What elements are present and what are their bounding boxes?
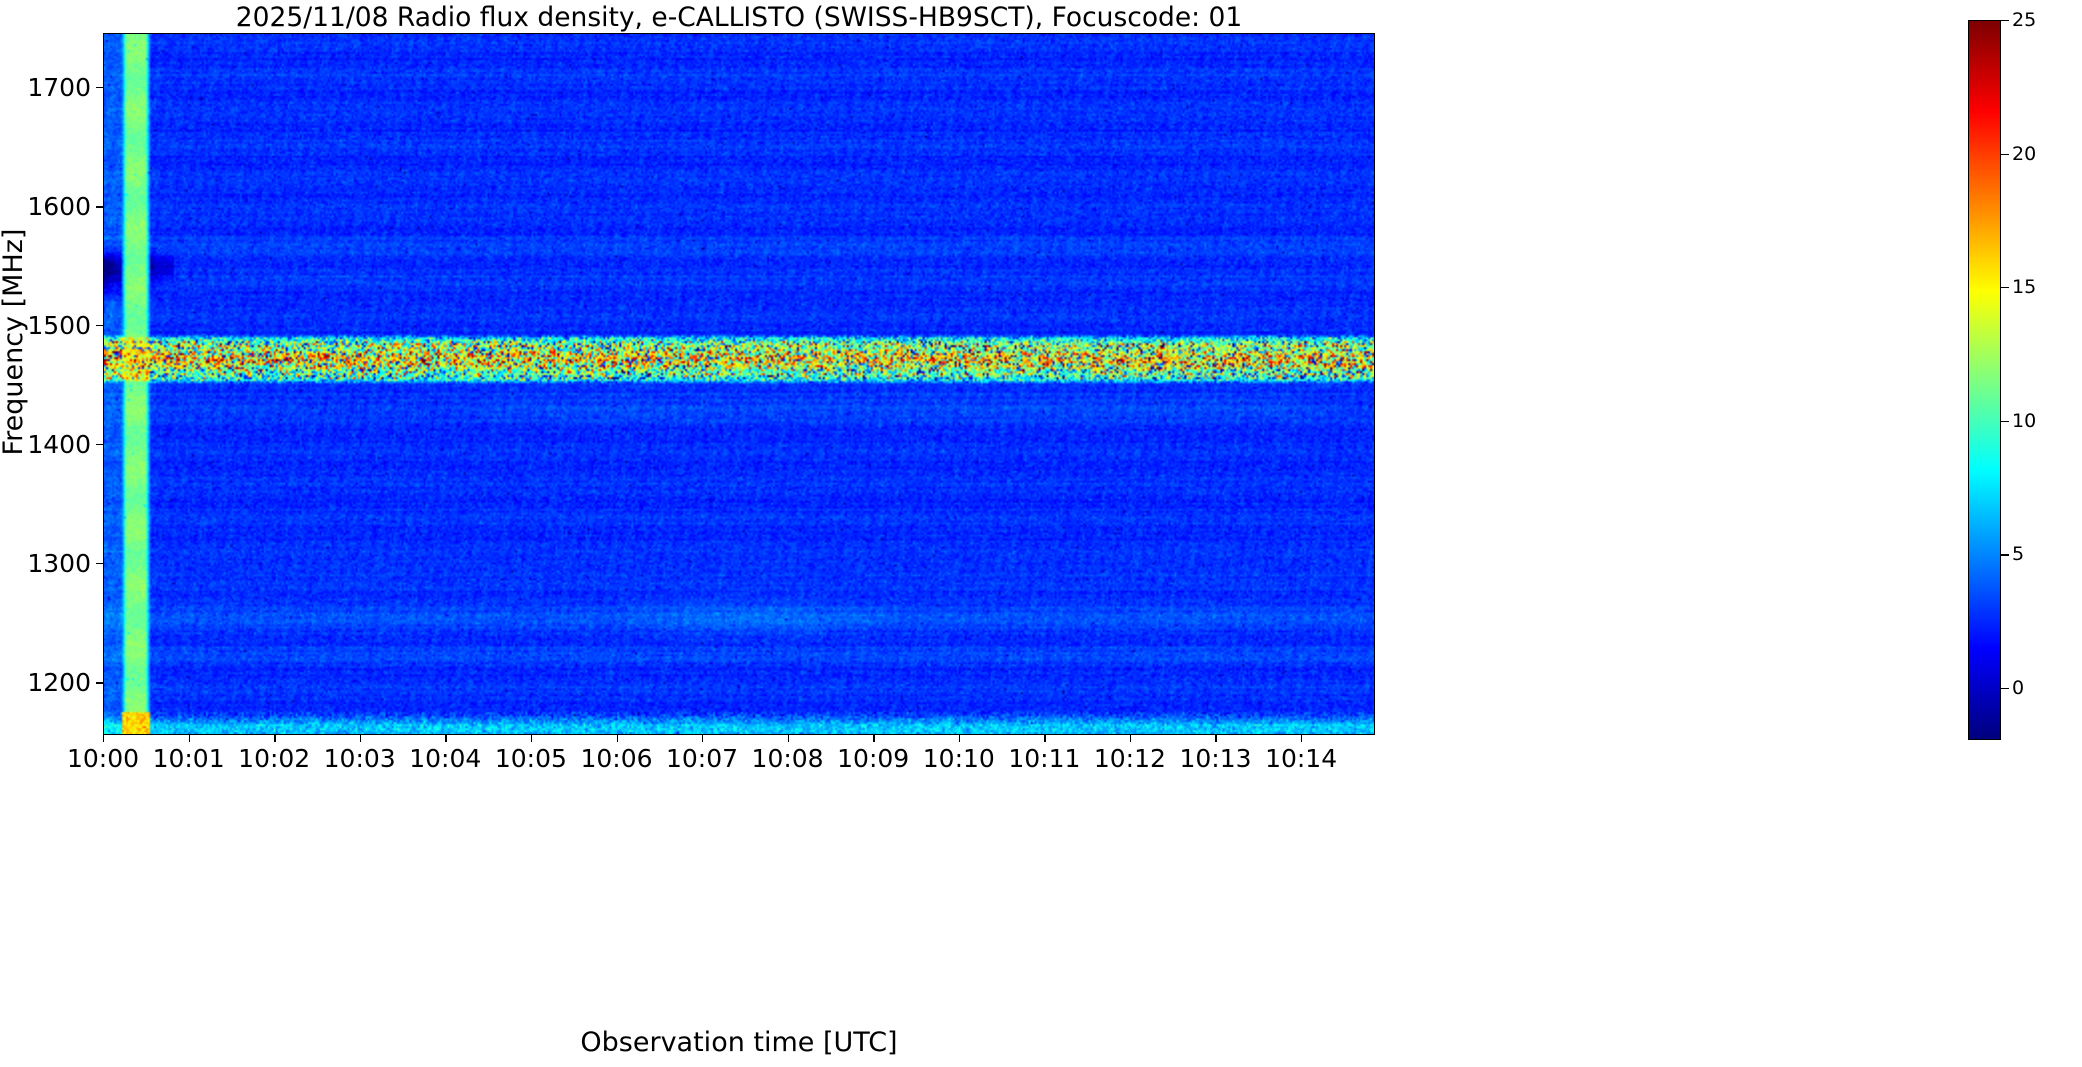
spectrogram-image	[104, 34, 1374, 734]
x-axis-tick-mark	[530, 735, 533, 742]
x-axis-tick-label: 10:01	[152, 744, 225, 773]
x-axis-tick-mark	[616, 735, 618, 742]
y-axis-label: Frequency [MHz]	[0, 228, 29, 456]
colorbar-tick-label: 10	[2012, 409, 2037, 432]
x-axis-tick-label: 10:04	[409, 744, 482, 773]
x-axis-tick-mark	[103, 735, 105, 742]
colorbar-tick-label: 25	[2012, 9, 2037, 31]
x-axis-tick-label: 10:05	[494, 744, 567, 773]
x-axis-tick-label: 10:00	[66, 744, 140, 773]
x-axis-tick-label: 10:10	[922, 744, 995, 773]
colorbar-tick-mark	[2001, 554, 2009, 556]
x-axis-tick-label: 10:08	[751, 744, 824, 773]
x-axis-tick-label: 10:07	[665, 744, 738, 773]
colorbar-tick-label: 0	[2012, 676, 2025, 699]
y-axis-tick-mark	[96, 444, 103, 446]
x-axis-tick-mark	[958, 735, 961, 742]
x-axis-tick-mark	[873, 735, 875, 742]
colorbar[interactable]	[1968, 20, 2001, 740]
y-axis-tick-mark	[96, 87, 103, 89]
colorbar-tick-mark	[2001, 420, 2009, 422]
x-axis-tick-label: 10:13	[1179, 744, 1252, 773]
colorbar-tick-label: 20	[2012, 142, 2037, 165]
y-axis-tick-mark	[96, 325, 103, 327]
y-axis-tick-label: 1600	[27, 191, 91, 221]
x-axis-tick-mark	[787, 735, 789, 742]
x-axis-label: Observation time [UTC]	[580, 1026, 898, 1058]
y-axis-tick-label: 1700	[27, 72, 91, 102]
x-axis-tick-label: 10:02	[238, 744, 311, 773]
colorbar-tick-label: 5	[2012, 543, 2025, 566]
y-axis-tick-label: 1300	[27, 548, 91, 578]
colorbar-tick-mark	[2001, 687, 2009, 690]
colorbar-tick-mark	[2001, 20, 2009, 22]
x-axis-tick-label: 10:03	[323, 744, 396, 773]
x-axis-tick-label: 10:12	[1093, 744, 1166, 773]
y-axis-tick-mark	[96, 563, 103, 565]
x-axis-tick-label: 10:14	[1265, 744, 1338, 773]
x-axis-tick-label: 10:09	[837, 744, 910, 773]
spectrogram-axes[interactable]	[103, 33, 1375, 735]
x-axis-tick-mark	[1044, 735, 1046, 742]
x-axis-tick-mark	[445, 735, 447, 742]
x-axis-tick-mark	[1215, 735, 1217, 742]
x-axis-tick-mark	[274, 735, 276, 742]
colorbar-tick-mark	[2001, 287, 2009, 289]
x-axis-tick-label: 10:06	[580, 744, 653, 773]
y-axis-tick-label: 1400	[27, 429, 91, 459]
figure-title: 2025/11/08 Radio flux density, e-CALLIST…	[235, 1, 1243, 33]
colorbar-gradient	[1969, 21, 2000, 739]
y-axis-tick-mark	[96, 682, 103, 684]
x-axis-tick-mark	[1301, 735, 1303, 742]
colorbar-tick-mark	[2001, 153, 2009, 155]
x-axis-tick-label: 10:11	[1008, 744, 1081, 773]
x-axis-tick-mark	[1129, 735, 1132, 742]
colorbar-tick-label: 15	[2012, 276, 2037, 299]
y-axis-tick-label: 1200	[27, 667, 91, 697]
x-axis-tick-mark	[359, 735, 362, 742]
x-axis-tick-mark	[701, 735, 704, 742]
x-axis-tick-mark	[188, 735, 190, 742]
y-axis-tick-mark	[96, 206, 103, 208]
y-axis-tick-label: 1500	[27, 310, 91, 340]
